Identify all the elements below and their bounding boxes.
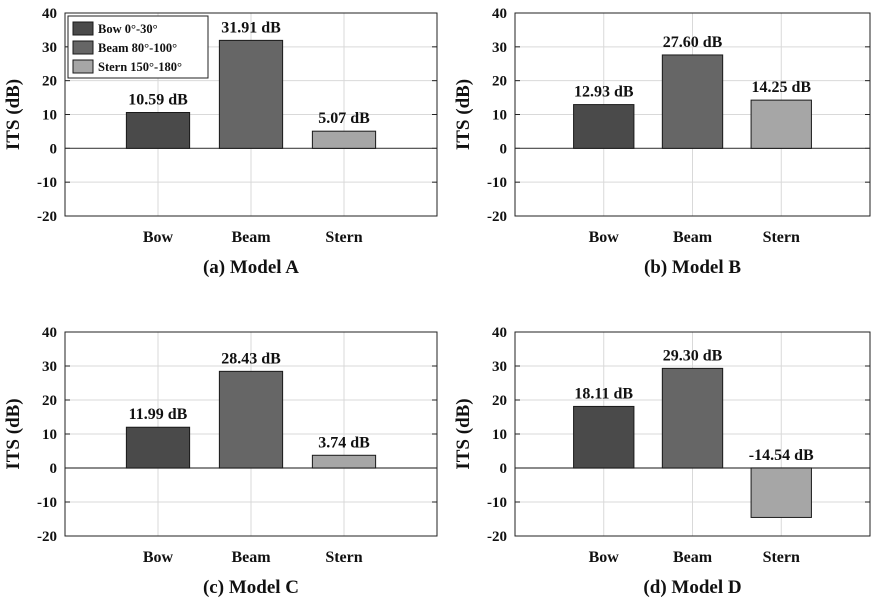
y-tick-label: 40 bbox=[42, 325, 57, 341]
legend-swatch-beam bbox=[72, 40, 94, 55]
bar-beam bbox=[218, 370, 284, 469]
y-tick-label: 20 bbox=[492, 393, 507, 409]
y-tick-label: -20 bbox=[487, 529, 507, 545]
y-tick-label: 40 bbox=[492, 6, 507, 22]
y-tick-label: 0 bbox=[50, 141, 58, 157]
legend-entry-bow: Bow 0°-30° bbox=[98, 22, 158, 36]
panel-caption: (a) Model A bbox=[203, 257, 299, 278]
bar-beam bbox=[661, 367, 724, 469]
y-tick-label: -10 bbox=[487, 175, 507, 191]
bar-bow bbox=[573, 405, 635, 469]
y-tick-label: 10 bbox=[492, 427, 507, 443]
y-tick-label: 0 bbox=[500, 141, 508, 157]
bar-beam bbox=[661, 54, 724, 149]
plot-frame bbox=[64, 12, 438, 217]
x-tick-label: Beam bbox=[231, 229, 271, 246]
bar-stern bbox=[311, 130, 377, 149]
y-tick-label: 0 bbox=[500, 461, 508, 477]
y-tick-label: 30 bbox=[42, 40, 57, 56]
legend-swatch-bow bbox=[72, 21, 94, 36]
data-label-stern: 14.25 dB bbox=[751, 79, 811, 96]
data-label-stern: 3.74 dB bbox=[318, 434, 370, 451]
y-tick-label: 10 bbox=[42, 427, 57, 443]
x-tick-label: Beam bbox=[673, 549, 713, 566]
data-label-bow: 12.93 dB bbox=[574, 84, 634, 101]
y-tick-label: 10 bbox=[42, 108, 57, 124]
legend-entry-beam: Beam 80°-100° bbox=[98, 41, 177, 55]
y-axis-label: ITS (dB) bbox=[453, 398, 474, 469]
y-tick-label: 40 bbox=[492, 325, 507, 341]
x-tick-label: Stern bbox=[763, 229, 800, 246]
data-label-bow: 18.11 dB bbox=[574, 385, 633, 402]
plot-frame bbox=[64, 331, 438, 537]
panel-caption: (c) Model C bbox=[203, 577, 299, 598]
x-tick-label: Bow bbox=[589, 549, 620, 566]
data-label-beam: 29.30 dB bbox=[663, 347, 723, 364]
y-tick-label: 20 bbox=[42, 74, 57, 90]
panel-model-d: 40 30 20 10 0 -10 -20 18.11 dB Bow 29.30 dB Beam -1… bbox=[453, 325, 871, 598]
bar-bow bbox=[573, 104, 635, 149]
bar-stern bbox=[750, 99, 812, 149]
y-tick-label: 20 bbox=[492, 74, 507, 90]
data-label-bow: 11.99 dB bbox=[129, 406, 188, 423]
data-label-bow: 10.59 dB bbox=[128, 92, 188, 109]
y-tick-label: -20 bbox=[37, 529, 57, 545]
panel-model-c: 40 30 20 10 0 -10 -20 11.99 dB Bow 28.43 dB Beam 3.… bbox=[3, 325, 438, 598]
y-tick-label: 30 bbox=[492, 40, 507, 56]
data-label-stern: 5.07 dB bbox=[318, 110, 370, 127]
data-label-beam: 31.91 dB bbox=[221, 19, 281, 36]
bar-bow bbox=[125, 426, 191, 469]
panel-caption: (b) Model B bbox=[644, 257, 741, 278]
y-tick-label: 30 bbox=[492, 359, 507, 375]
x-tick-label: Stern bbox=[325, 549, 362, 566]
x-tick-label: Stern bbox=[763, 549, 800, 566]
bar-bow bbox=[125, 112, 191, 149]
y-tick-label: 20 bbox=[42, 393, 57, 409]
y-axis-label: ITS (dB) bbox=[3, 79, 24, 150]
y-tick-label: -10 bbox=[37, 495, 57, 511]
data-label-beam: 27.60 dB bbox=[663, 34, 723, 51]
legend-entry-stern: Stern 150°-180° bbox=[98, 60, 182, 74]
panel-model-a: 40 30 20 10 0 -10 -20 10.59 dB Bow 31.91 dB Beam 5.… bbox=[3, 6, 438, 278]
plot-frame bbox=[514, 331, 871, 537]
x-tick-label: Beam bbox=[673, 229, 713, 246]
x-tick-label: Bow bbox=[143, 549, 174, 566]
y-tick-label: -10 bbox=[37, 175, 57, 191]
y-tick-label: -10 bbox=[487, 495, 507, 511]
plot-frame bbox=[514, 12, 871, 217]
legend: Bow 0°-30° Beam 80°-100° Stern 150°-180° bbox=[67, 15, 209, 79]
x-tick-label: Stern bbox=[325, 229, 362, 246]
x-tick-label: Beam bbox=[231, 549, 271, 566]
y-tick-label: -20 bbox=[487, 209, 507, 225]
y-tick-label: 30 bbox=[42, 359, 57, 375]
y-tick-label: 40 bbox=[42, 6, 57, 22]
x-tick-label: Bow bbox=[589, 229, 620, 246]
data-label-beam: 28.43 dB bbox=[221, 350, 281, 367]
y-tick-label: 0 bbox=[50, 461, 58, 477]
y-tick-label: 10 bbox=[492, 108, 507, 124]
legend-swatch-stern bbox=[72, 59, 94, 74]
y-axis-label: ITS (dB) bbox=[3, 398, 24, 469]
y-axis-label: ITS (dB) bbox=[453, 79, 474, 150]
bar-beam bbox=[218, 39, 284, 149]
x-tick-label: Bow bbox=[143, 229, 174, 246]
panel-caption: (d) Model D bbox=[643, 577, 741, 598]
y-tick-label: -20 bbox=[37, 209, 57, 225]
bar-stern bbox=[311, 454, 377, 469]
bar-stern bbox=[750, 467, 812, 518]
data-label-stern: -14.54 dB bbox=[749, 447, 814, 464]
panel-model-b: 40 30 20 10 0 -10 -20 12.93 dB Bow 27.60 dB Beam 14… bbox=[453, 6, 871, 278]
